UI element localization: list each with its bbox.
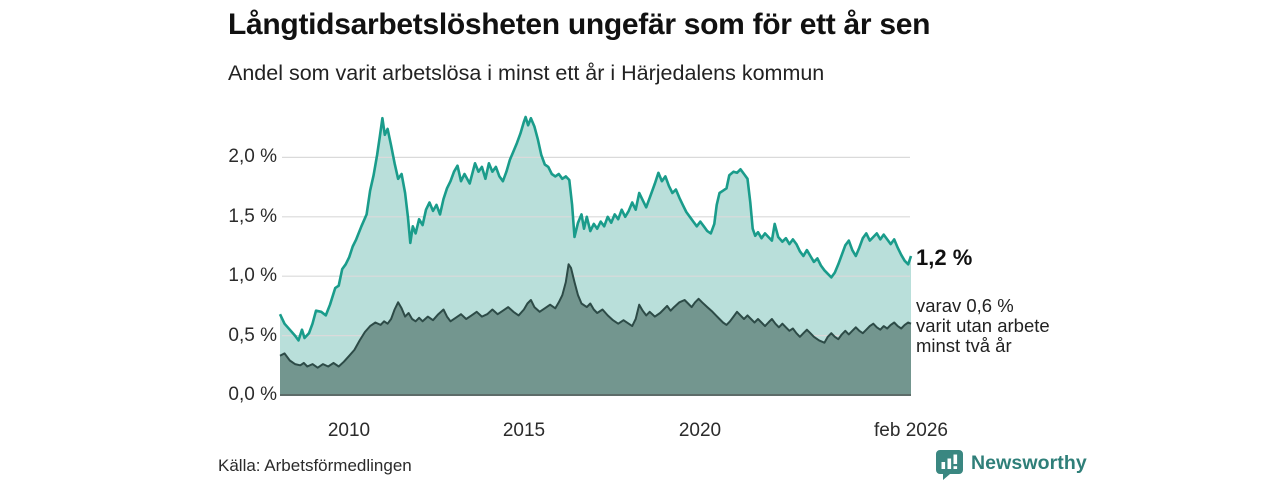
y-axis-tick-0: 0,0 %	[228, 384, 277, 405]
y-axis-tick-15: 1,5 %	[228, 206, 277, 227]
end-value-label-total: 1,2 %	[916, 245, 973, 270]
end-note-line-3: minst två år	[916, 335, 1012, 356]
end-note-line-1: varav 0,6 %	[916, 295, 1014, 316]
end-note-line-2: varit utan arbete	[916, 315, 1050, 336]
x-axis-tick-2015: 2015	[502, 420, 546, 441]
y-axis-tick-10: 1,0 %	[228, 265, 277, 286]
brand-name: Newsworthy	[971, 452, 1087, 474]
x-axis-tick-2020: 2020	[678, 420, 722, 441]
end-note-two-plus: varav 0,6 % varit utan arbete minst två …	[916, 296, 1050, 356]
x-axis-tick-2010: 2010	[327, 420, 371, 441]
newsworthy-logo: Newsworthy	[936, 450, 1087, 480]
chart-title: Långtidsarbetslösheten ungefär som för e…	[228, 8, 931, 41]
newsworthy-bar-chart-icon	[936, 450, 963, 480]
area-two-plus	[280, 264, 911, 395]
y-axis-tick-20: 2,0 %	[228, 146, 277, 167]
line-total	[278, 115, 913, 342]
y-axis-tick-05: 0,5 %	[228, 325, 277, 346]
x-axis-tick-feb-2026: feb 2026	[874, 420, 948, 441]
source-attribution: Källa: Arbetsförmedlingen	[218, 456, 412, 475]
line-two-plus	[279, 263, 912, 369]
chart-subtitle: Andel som varit arbetslösa i minst ett å…	[228, 61, 825, 85]
